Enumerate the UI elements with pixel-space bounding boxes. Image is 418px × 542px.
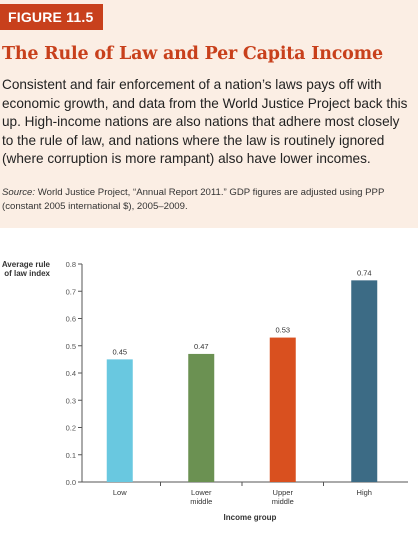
bar-value-label: 0.53 [275,326,290,335]
y-tick-label: 0.8 [66,260,76,269]
bar [351,280,378,482]
bar-value-label: 0.45 [112,347,127,356]
y-tick-label: 0.4 [66,369,76,378]
bar [106,359,133,482]
y-tick-label: 0.2 [66,424,76,433]
y-tick-label: 0.3 [66,396,76,405]
x-axis-label: Income group [224,513,277,522]
y-tick-label: 0.7 [66,287,76,296]
y-tick-label: 0.1 [66,451,76,460]
figure-header: FIGURE 11.5 The Rule of Law and Per Capi… [0,0,418,228]
figure-source: Source: World Justice Project, “Annual R… [2,186,414,213]
y-tick-label: 0.0 [66,478,76,487]
x-category-label: Lower [191,488,212,497]
bar-value-label: 0.47 [194,342,209,351]
bar-value-label: 0.74 [357,268,372,277]
bar [188,353,215,482]
x-category-label: middle [190,497,212,506]
y-tick-label: 0.6 [66,315,76,324]
source-label: Source: [2,187,36,198]
y-axis-label: Average rule [2,260,51,269]
x-category-label: middle [272,497,294,506]
y-tick-label: 0.5 [66,342,76,351]
x-category-label: High [357,488,372,497]
figure-description: Consistent and fair enforcement of a nat… [2,77,408,167]
figure-label: FIGURE 11.5 [0,4,104,30]
x-category-label: Upper [273,488,294,497]
bar [269,337,296,482]
y-axis-label: of law index [4,269,50,278]
source-text: World Justice Project, “Annual Report 20… [2,187,385,212]
x-category-label: Low [113,488,127,497]
bar-chart: 0.0 0.1 0.2 0.3 0.4 0.5 0.6 0.7 0.8 Average ruleo… [2,260,408,522]
figure-title: The Rule of Law and Per Capita Income [2,44,383,64]
chart-area: 0.0 0.1 0.2 0.3 0.4 0.5 0.6 0.7 0.8 Average rule o… [0,240,418,537]
